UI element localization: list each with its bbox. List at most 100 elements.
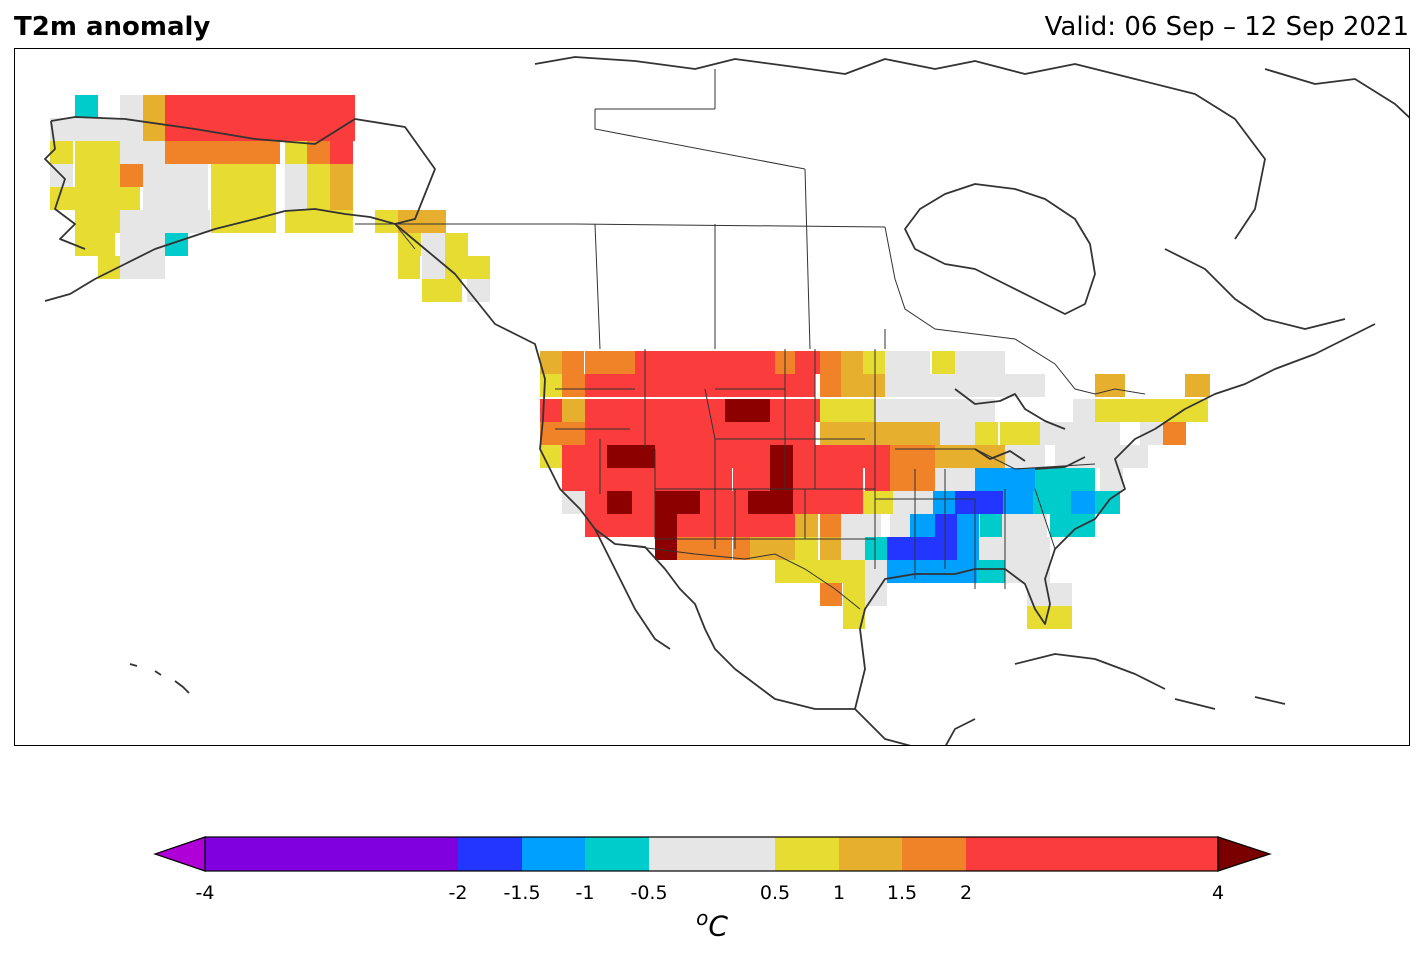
anomaly-cell-orange <box>890 445 935 468</box>
anomaly-cell-grey <box>285 187 308 210</box>
anomaly-cell-grey <box>1005 560 1050 583</box>
anomaly-cell-gold <box>143 95 166 118</box>
anomaly-cell-sky <box>887 560 977 583</box>
anomaly-cell-orange <box>890 468 935 491</box>
anomaly-cell-orange <box>120 164 143 187</box>
anomaly-cell-grey <box>1027 583 1072 606</box>
colorbar <box>153 836 1272 872</box>
colorbar-segment <box>839 837 902 871</box>
map-title: T2m anomaly <box>14 12 211 42</box>
anomaly-cell-grey <box>841 537 866 560</box>
anomaly-cell-orange <box>820 583 842 606</box>
colorbar-tick-label: -1 <box>575 882 595 904</box>
colorbar-tick-label: -0.5 <box>630 882 668 904</box>
anomaly-cell-cyan <box>980 514 1002 537</box>
anomaly-cell-red <box>562 468 732 491</box>
anomaly-cell-red <box>585 422 815 445</box>
anomaly-cell-yellow <box>1095 399 1140 422</box>
anomaly-cell-dark-red <box>748 491 793 514</box>
anomaly-cell-red <box>677 514 700 537</box>
anomaly-cell-yellow <box>863 491 893 514</box>
anomaly-cell-red <box>585 374 815 397</box>
anomaly-cell-red <box>562 445 607 468</box>
valid-period: Valid: 06 Sep – 12 Sep 2021 <box>1044 12 1409 42</box>
colorbar-under-arrow <box>153 836 206 872</box>
anomaly-cell-grey <box>875 399 995 422</box>
us-mexico-border <box>614 543 861 610</box>
us-canada-border <box>355 223 1146 395</box>
anomaly-cell-yellow <box>467 256 490 279</box>
anomaly-cell-orange <box>820 514 843 537</box>
anomaly-cell-gold <box>330 164 353 187</box>
anomaly-cell-gold <box>841 374 864 397</box>
colorbar-unit: oC <box>696 906 728 942</box>
colorbar-tick-label: 1 <box>832 882 846 904</box>
anomaly-cell-yellow <box>211 164 276 187</box>
anomaly-cell-red <box>733 468 770 491</box>
anomaly-cell-yellow <box>975 422 998 445</box>
anomaly-cell-orange <box>1163 422 1186 445</box>
colorbar-segment <box>205 837 458 871</box>
anomaly-cell-orange <box>820 351 843 374</box>
anomaly-cell-orange <box>307 141 330 164</box>
anomaly-cell-grey <box>955 351 1005 374</box>
canada-provinces <box>594 69 886 350</box>
anomaly-cell-grey <box>1125 445 1148 468</box>
anomaly-cell-yellow <box>211 187 276 210</box>
anomaly-cell-yellow <box>98 256 121 279</box>
anomaly-cell-cyan <box>1050 514 1095 537</box>
anomaly-cell-cyan <box>865 537 887 560</box>
anomaly-cell-sky <box>1071 491 1096 514</box>
anomaly-cell-orange <box>677 537 732 560</box>
coastlines <box>44 56 1409 745</box>
anomaly-cell-orange <box>820 374 843 397</box>
west-coast <box>394 223 736 670</box>
anomaly-cell-gold <box>1185 374 1210 397</box>
anomaly-cell-grey <box>940 422 975 445</box>
colorbar-tick-label: -2 <box>448 882 468 904</box>
anomaly-cell-gold <box>820 422 940 445</box>
anomaly-cell-dark-red <box>770 468 793 491</box>
anomaly-cell-grey <box>1002 514 1047 537</box>
anomaly-cell-yellow <box>843 583 865 606</box>
anomaly-cell-yellow <box>843 606 865 629</box>
anomaly-cell-cyan <box>1033 491 1071 514</box>
anomaly-cell-sky <box>957 537 979 560</box>
anomaly-cell-orange <box>562 374 585 397</box>
unit-letter: C <box>708 909 728 943</box>
anomaly-cell-red <box>165 95 355 118</box>
anomaly-cell-red <box>585 399 725 422</box>
anomaly-cell-red <box>793 468 863 491</box>
anomaly-cell-gold <box>841 351 864 374</box>
anomaly-cell-yellow <box>398 233 421 256</box>
anomaly-cell-yellow <box>445 233 468 256</box>
anomaly-cell-red <box>540 399 563 422</box>
colorbar-tick-label: 1.5 <box>886 882 918 904</box>
anomaly-cell-gold <box>330 187 353 210</box>
anomaly-cell-grey <box>841 514 881 537</box>
anomaly-cell-dark-red <box>655 491 700 514</box>
anomaly-cell-grey <box>885 374 1045 397</box>
anomaly-cell-grey <box>885 351 930 374</box>
anomaly-cell-red <box>770 399 820 422</box>
anomaly-cell-red <box>585 514 655 537</box>
anomaly-cell-gold <box>820 537 843 560</box>
anomaly-cell-grey <box>1073 399 1096 422</box>
unit-prefix: o <box>696 906 709 930</box>
anomaly-cell-orange <box>775 351 798 374</box>
anomaly-cell-sky <box>910 514 935 537</box>
anomaly-cell-gold <box>398 210 446 233</box>
colorbar-segment <box>649 837 775 871</box>
anomaly-cell-grey <box>422 256 445 279</box>
anomaly-cell-red <box>632 491 655 514</box>
anomaly-cell-yellow <box>1027 606 1072 629</box>
anomaly-cell-gold <box>795 514 818 537</box>
anomaly-cell-grey <box>143 187 208 210</box>
colorbar-segment <box>522 837 585 871</box>
anomaly-cell-grey <box>893 491 933 514</box>
anomaly-cell-orange <box>562 351 584 374</box>
anomaly-cell-red <box>655 445 770 468</box>
anomaly-cell-blue <box>935 514 957 537</box>
anomaly-cell-yellow <box>75 210 120 233</box>
anomaly-cell-yellow <box>775 560 820 583</box>
